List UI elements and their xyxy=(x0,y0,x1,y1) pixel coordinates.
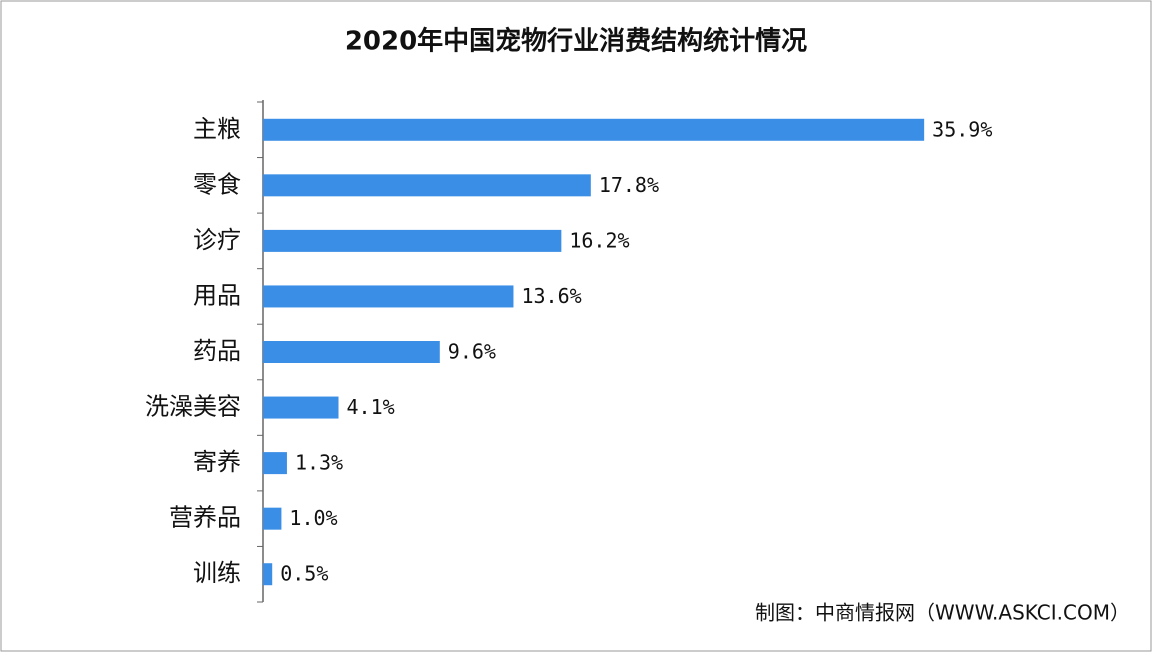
y-tick-label: 主粮 xyxy=(193,115,241,143)
y-tick-label: 用品 xyxy=(193,281,241,309)
bar xyxy=(263,507,282,530)
bar xyxy=(263,118,925,141)
data-label: 9.6% xyxy=(448,340,496,364)
bar xyxy=(263,341,440,363)
data-label: 1.3% xyxy=(295,451,343,475)
y-tick-label: 训练 xyxy=(193,559,241,587)
y-tick-label: 药品 xyxy=(193,337,241,365)
source-note: 制图：中商情报网（WWW.ASKCI.COM） xyxy=(755,601,1130,625)
bar xyxy=(263,285,514,308)
bar xyxy=(263,396,339,419)
y-tick-label: 洗澡美容 xyxy=(145,393,241,421)
data-label: 0.5% xyxy=(280,562,328,586)
y-tick-label: 诊疗 xyxy=(193,226,241,254)
data-label: 4.1% xyxy=(347,395,395,419)
bar xyxy=(263,452,287,475)
chart-title: 2020年中国宠物行业消费结构统计情况 xyxy=(345,26,807,57)
y-tick-label: 寄养 xyxy=(193,448,241,476)
data-label: 35.9% xyxy=(932,117,992,141)
data-label: 16.2% xyxy=(569,228,629,252)
bar xyxy=(263,174,591,197)
data-label: 17.8% xyxy=(599,173,659,197)
y-tick-label: 零食 xyxy=(193,170,241,198)
y-tick-label: 营养品 xyxy=(169,504,241,532)
bar xyxy=(263,563,273,586)
data-label: 13.6% xyxy=(521,284,581,308)
data-label: 1.0% xyxy=(289,506,337,530)
bar xyxy=(263,229,562,252)
